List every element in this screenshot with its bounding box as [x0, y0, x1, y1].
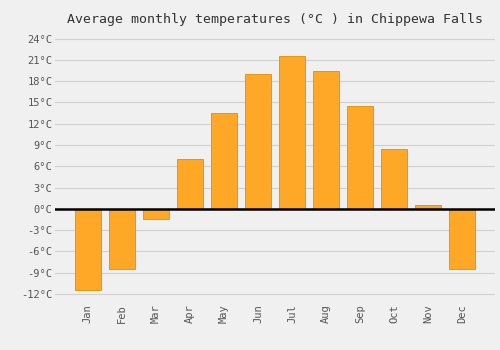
Bar [450, 209, 475, 269]
Bar [143, 209, 169, 219]
Bar [177, 159, 203, 209]
Bar [245, 74, 270, 209]
Bar [382, 148, 407, 209]
Bar [348, 106, 373, 209]
Bar [280, 56, 305, 209]
Bar [211, 113, 236, 209]
Bar [416, 205, 441, 209]
Bar [314, 70, 339, 209]
Bar [75, 209, 100, 290]
Title: Average monthly temperatures (°C ) in Chippewa Falls: Average monthly temperatures (°C ) in Ch… [67, 13, 483, 26]
Bar [109, 209, 134, 269]
